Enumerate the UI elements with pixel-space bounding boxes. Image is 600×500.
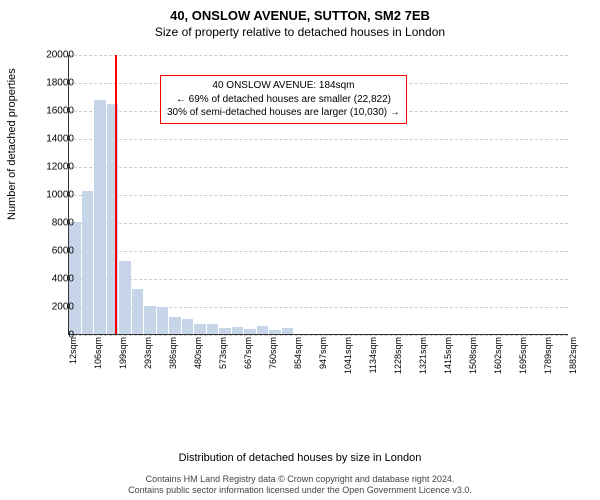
y-tick-label: 14000 <box>28 134 74 145</box>
histogram-bar <box>132 289 144 334</box>
annotation-line-2: ← 69% of detached houses are smaller (22… <box>167 93 400 107</box>
gridline <box>69 167 568 168</box>
histogram-bar <box>207 324 218 334</box>
histogram-bar <box>157 307 168 334</box>
annotation-line-3: 30% of semi-detached houses are larger (… <box>167 106 400 120</box>
x-tick-label: 573sqm <box>218 337 228 387</box>
x-tick-label: 1415sqm <box>443 337 453 387</box>
x-tick-label: 199sqm <box>118 337 128 387</box>
gridline <box>69 55 568 56</box>
x-tick-label: 386sqm <box>168 337 178 387</box>
histogram-bar <box>194 324 206 334</box>
marker-line <box>115 55 117 334</box>
histogram-bar <box>82 191 94 334</box>
histogram-bar <box>219 328 231 334</box>
y-tick-label: 16000 <box>28 106 74 117</box>
histogram-bar <box>244 329 256 334</box>
histogram-bar <box>169 317 181 334</box>
histogram-bar <box>232 327 244 334</box>
x-axis-label: Distribution of detached houses by size … <box>0 452 600 464</box>
histogram-bar <box>269 330 281 334</box>
x-tick-label: 1508sqm <box>468 337 478 387</box>
y-tick-label: 18000 <box>28 78 74 89</box>
annotation-line-1: 40 ONSLOW AVENUE: 184sqm <box>167 79 400 93</box>
gridline <box>69 251 568 252</box>
x-tick-label: 12sqm <box>68 337 78 387</box>
gridline <box>69 279 568 280</box>
annotation-box: 40 ONSLOW AVENUE: 184sqm ← 69% of detach… <box>160 75 407 124</box>
x-tick-label: 106sqm <box>93 337 103 387</box>
x-tick-label: 1789sqm <box>543 337 553 387</box>
chart-area: 40 ONSLOW AVENUE: 184sqm ← 69% of detach… <box>48 55 578 395</box>
x-tick-label: 1228sqm <box>393 337 403 387</box>
x-tick-label: 667sqm <box>243 337 253 387</box>
y-tick-label: 12000 <box>28 162 74 173</box>
y-tick-label: 6000 <box>28 246 74 257</box>
x-tick-label: 947sqm <box>318 337 328 387</box>
histogram-bar <box>182 319 194 334</box>
footer-line-2: Contains public sector information licen… <box>0 485 600 497</box>
y-tick-label: 20000 <box>28 50 74 61</box>
histogram-bar <box>119 261 131 334</box>
x-tick-label: 1882sqm <box>568 337 578 387</box>
footer: Contains HM Land Registry data © Crown c… <box>0 474 600 497</box>
x-tick-label: 1321sqm <box>418 337 428 387</box>
x-tick-label: 1134sqm <box>368 337 378 387</box>
title-sub: Size of property relative to detached ho… <box>0 25 600 39</box>
gridline <box>69 223 568 224</box>
x-tick-label: 480sqm <box>193 337 203 387</box>
x-tick-label: 854sqm <box>293 337 303 387</box>
x-tick-label: 760sqm <box>268 337 278 387</box>
gridline <box>69 335 568 336</box>
x-tick-label: 1041sqm <box>343 337 353 387</box>
gridline <box>69 195 568 196</box>
x-tick-label: 293sqm <box>143 337 153 387</box>
footer-line-1: Contains HM Land Registry data © Crown c… <box>0 474 600 486</box>
y-tick-label: 10000 <box>28 190 74 201</box>
histogram-bar <box>282 328 294 334</box>
x-tick-label: 1602sqm <box>493 337 503 387</box>
y-axis-label: Number of detached properties <box>6 68 18 220</box>
title-main: 40, ONSLOW AVENUE, SUTTON, SM2 7EB <box>0 8 600 23</box>
y-tick-label: 8000 <box>28 218 74 229</box>
y-tick-label: 2000 <box>28 302 74 313</box>
x-tick-label: 1695sqm <box>518 337 528 387</box>
y-tick-label: 4000 <box>28 274 74 285</box>
histogram-bar <box>94 100 106 334</box>
histogram-bar <box>144 306 156 334</box>
gridline <box>69 139 568 140</box>
histogram-bar <box>257 326 268 334</box>
